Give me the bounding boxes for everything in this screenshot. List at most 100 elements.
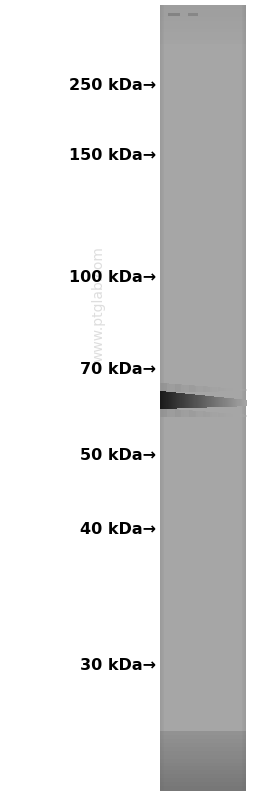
Text: 30 kDa→: 30 kDa→ [80, 658, 156, 673]
Bar [233, 399, 235, 407]
Bar [189, 385, 191, 392]
Bar [188, 394, 190, 408]
Bar [218, 397, 220, 407]
Bar [160, 48, 246, 53]
Bar [175, 409, 177, 417]
Bar [160, 566, 246, 571]
Bar [173, 384, 174, 392]
Bar [160, 731, 246, 736]
Bar [160, 37, 246, 42]
Bar [178, 384, 180, 392]
Bar [208, 411, 210, 417]
Bar [160, 641, 246, 646]
Bar [244, 389, 246, 392]
Bar [163, 384, 165, 392]
Bar [170, 384, 171, 392]
Bar [160, 696, 246, 701]
Bar [160, 378, 246, 383]
Bar [209, 412, 211, 417]
Bar [160, 335, 246, 340]
Bar [160, 205, 246, 210]
Bar [160, 417, 246, 422]
Bar [160, 460, 246, 465]
Bar [193, 411, 195, 417]
Bar [161, 408, 163, 417]
Bar [217, 412, 219, 417]
Bar [201, 396, 202, 407]
Bar [160, 386, 246, 391]
Bar [160, 181, 246, 186]
Bar [160, 511, 246, 516]
Bar [183, 410, 184, 417]
Bar [209, 387, 211, 392]
Bar [160, 562, 246, 567]
Bar [160, 574, 246, 579]
Bar [244, 400, 246, 406]
Bar [178, 393, 180, 408]
Bar [160, 637, 246, 642]
Bar [160, 127, 246, 132]
Bar [193, 385, 195, 392]
Bar [160, 700, 246, 705]
Bar [171, 384, 172, 392]
Bar [160, 264, 246, 269]
Bar [160, 409, 246, 414]
Bar [167, 392, 169, 409]
Bar [160, 311, 246, 316]
Bar [211, 396, 212, 407]
Bar [227, 398, 228, 407]
Bar [160, 189, 246, 194]
Bar [160, 739, 246, 744]
Bar [160, 150, 246, 155]
Bar [228, 413, 229, 416]
Bar [160, 339, 246, 344]
Bar [160, 323, 246, 328]
Bar [235, 414, 237, 416]
Bar [242, 415, 243, 416]
Bar [245, 400, 246, 406]
Bar [199, 411, 200, 417]
Bar [160, 606, 246, 610]
Bar [160, 166, 246, 171]
Bar [160, 362, 246, 367]
Bar [160, 401, 246, 407]
Bar [160, 719, 246, 724]
Bar [167, 408, 169, 417]
Bar [160, 472, 246, 477]
Bar [230, 398, 232, 407]
Bar [173, 392, 174, 408]
Bar [237, 389, 239, 392]
Bar [231, 398, 232, 407]
Bar [160, 315, 246, 320]
Bar [215, 396, 216, 407]
Text: 100 kDa→: 100 kDa→ [69, 271, 156, 285]
Bar [160, 692, 246, 697]
Bar [160, 633, 246, 638]
Bar [188, 13, 198, 16]
Bar [164, 384, 166, 392]
Bar [191, 411, 193, 417]
Bar [170, 392, 171, 408]
Bar [160, 351, 246, 356]
Bar [235, 399, 237, 407]
Bar [160, 610, 246, 614]
Bar [160, 91, 246, 96]
Bar [160, 551, 246, 555]
Bar [171, 409, 172, 417]
Bar [217, 388, 219, 392]
Bar [160, 758, 246, 764]
Bar [160, 162, 246, 167]
Bar [174, 392, 176, 408]
Bar [192, 395, 194, 408]
Bar [160, 40, 246, 46]
Bar [160, 774, 246, 779]
Bar [223, 413, 225, 416]
Bar [207, 396, 209, 407]
Bar [242, 5, 243, 790]
Bar [160, 217, 246, 222]
Bar [187, 385, 188, 392]
Bar [161, 5, 162, 790]
Bar [168, 13, 180, 16]
Bar [221, 413, 223, 416]
Bar [218, 388, 220, 392]
